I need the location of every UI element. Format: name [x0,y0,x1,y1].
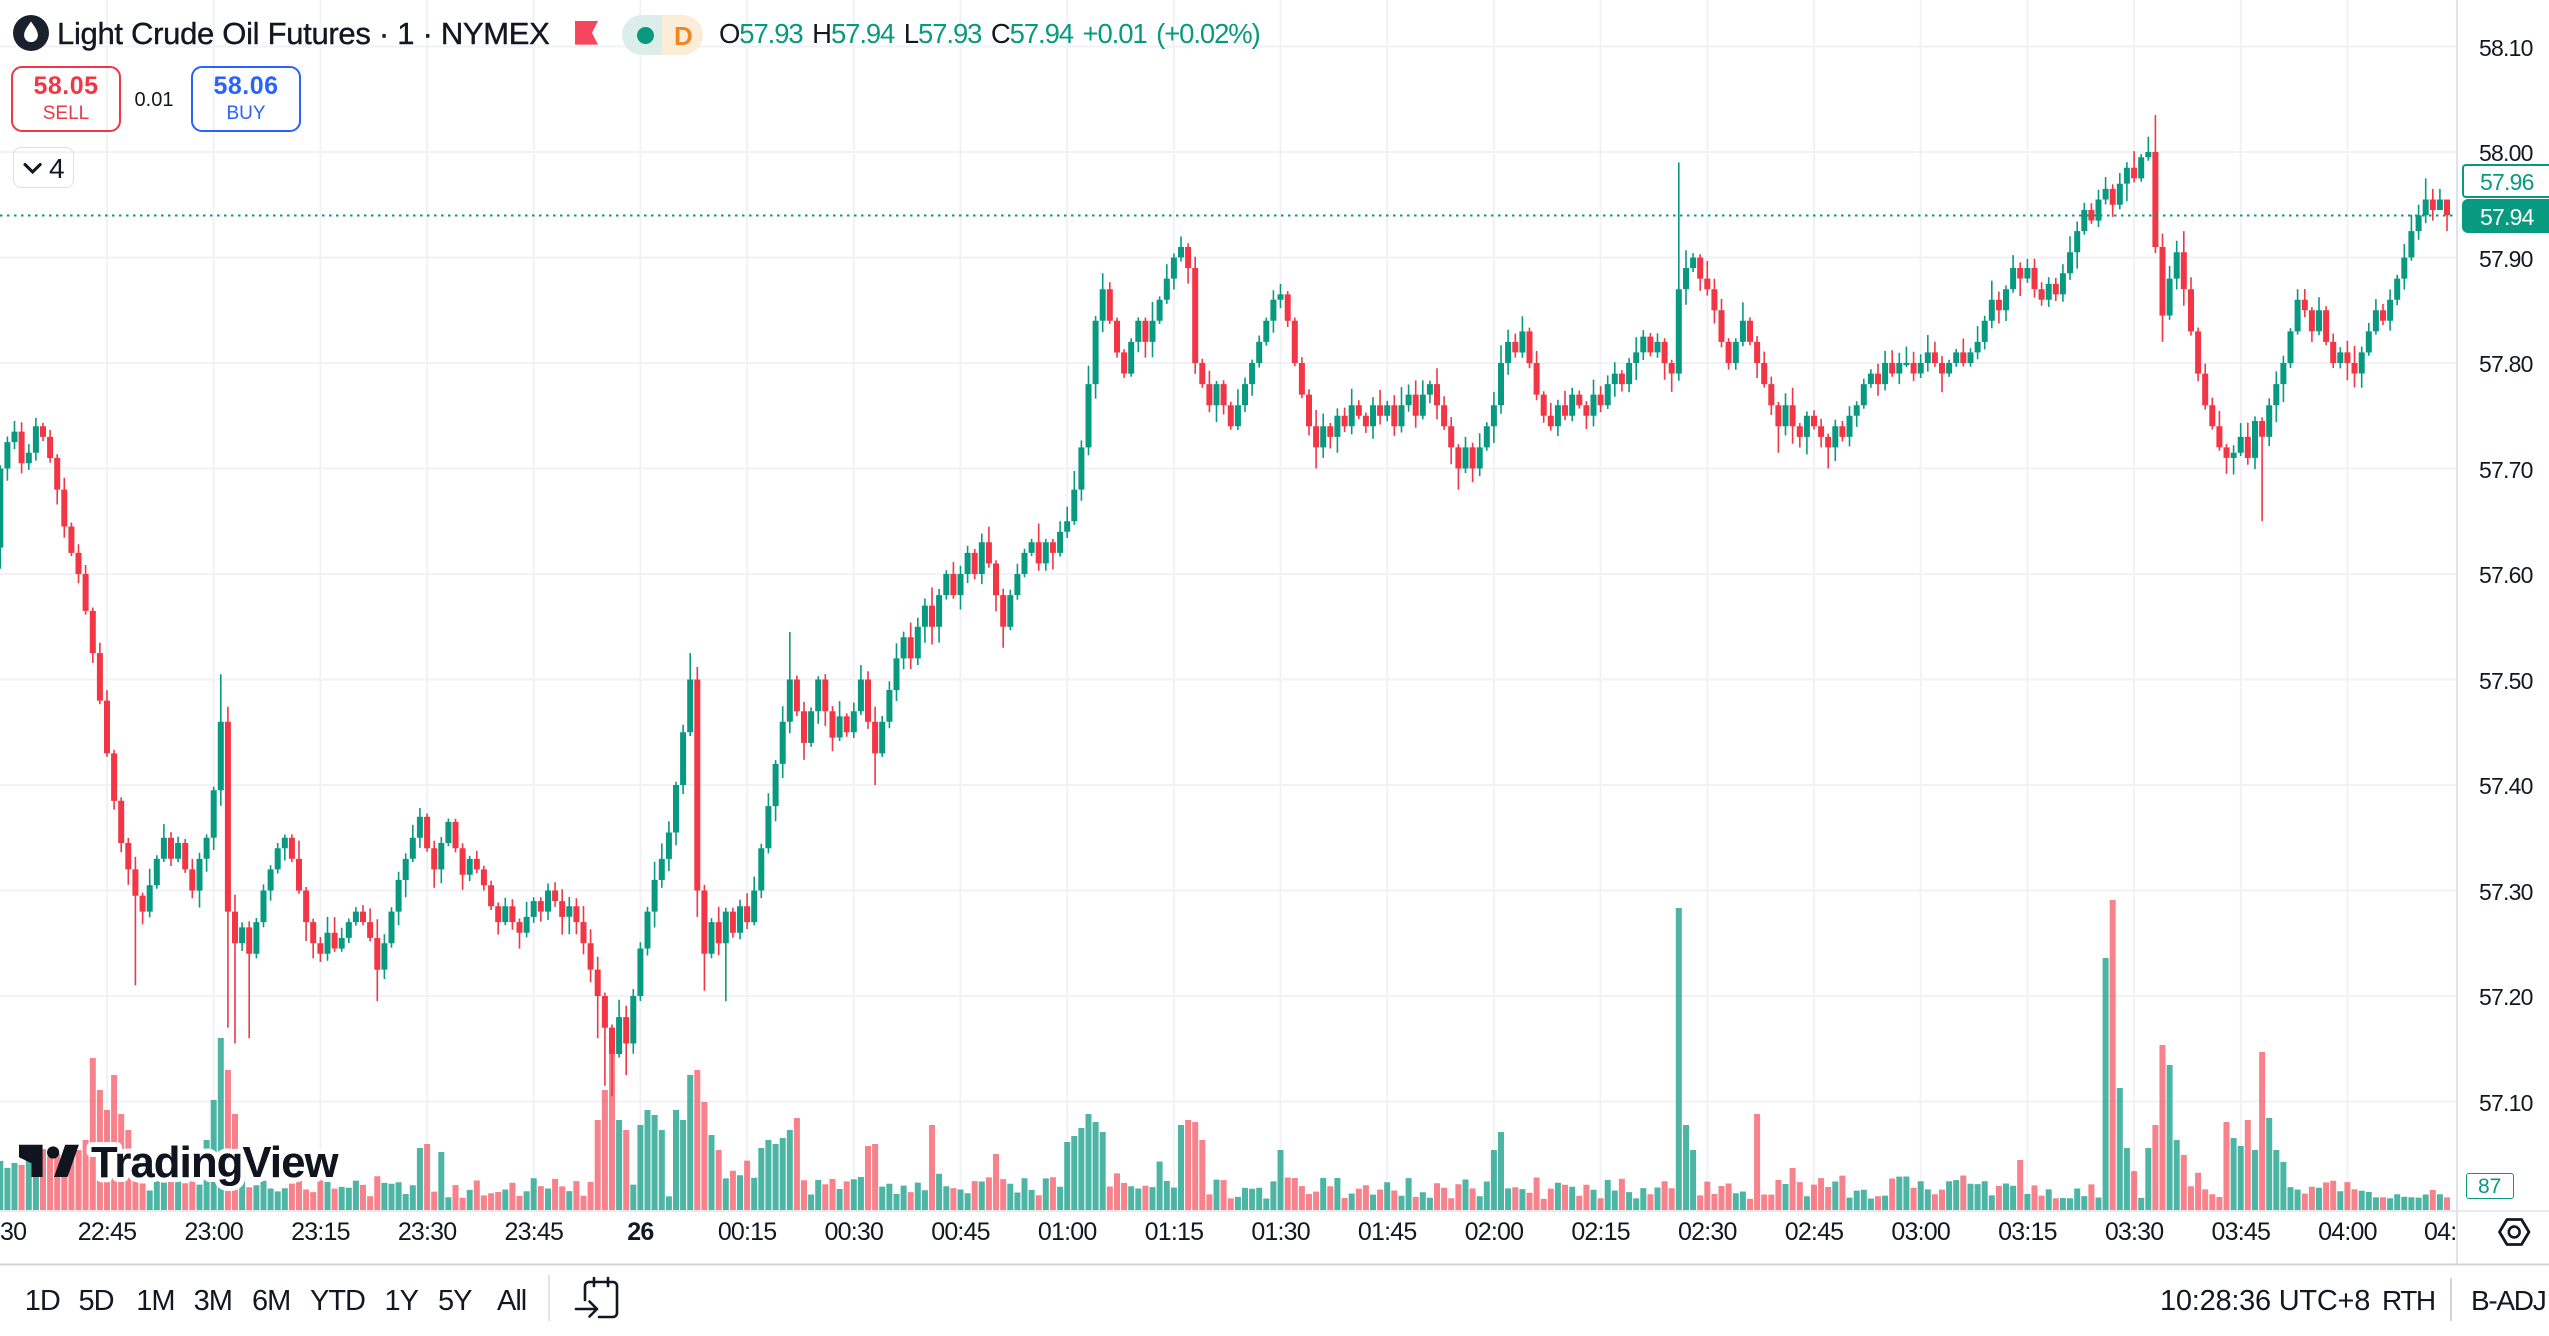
svg-text:TradingView: TradingView [91,1139,339,1187]
svg-text:TradingView: TradingView [91,1139,339,1187]
